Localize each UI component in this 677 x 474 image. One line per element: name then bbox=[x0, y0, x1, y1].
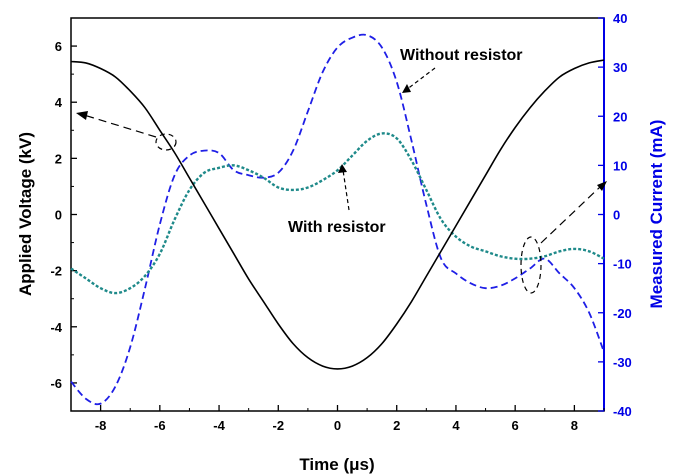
arrow-head-with bbox=[338, 164, 347, 173]
arrow-heads bbox=[76, 84, 607, 191]
with-resistor-series-line bbox=[70, 132, 605, 295]
x-tick-label: 8 bbox=[571, 418, 578, 433]
y-left-tick-label: 2 bbox=[55, 151, 62, 166]
y-right-tick-label: -40 bbox=[613, 404, 632, 419]
x-tick-label: 0 bbox=[334, 418, 341, 433]
y-right-tick-label: 20 bbox=[613, 109, 627, 124]
axis-ticks bbox=[70, 17, 605, 412]
y-right-tick-label: 10 bbox=[613, 158, 627, 173]
x-tick-label: 4 bbox=[452, 418, 460, 433]
y-left-axis-title: Applied Voltage (kV) bbox=[16, 132, 35, 296]
x-tick-label: 6 bbox=[512, 418, 519, 433]
voltage-series-line bbox=[70, 59, 605, 370]
arrow-with-resistor bbox=[342, 169, 350, 211]
plot-frame bbox=[70, 17, 605, 412]
y-left-tick-label: 6 bbox=[55, 39, 62, 54]
current-marker-ellipse bbox=[520, 236, 542, 294]
annotation-marks bbox=[83, 67, 602, 294]
y-left-tick-label: 4 bbox=[55, 95, 63, 110]
y-right-tick-label: -30 bbox=[613, 355, 632, 370]
y-right-tick-label: 30 bbox=[613, 60, 627, 75]
x-tick-label: 2 bbox=[393, 418, 400, 433]
y-right-axis-title: Measured Current (mA) bbox=[647, 120, 666, 309]
x-tick-label: -2 bbox=[272, 418, 284, 433]
arrow-to-left-axis bbox=[83, 114, 157, 138]
y-right-tick-label: 0 bbox=[613, 208, 620, 223]
arrow-head-without bbox=[402, 84, 411, 93]
y-right-tick-label: -10 bbox=[613, 257, 632, 272]
arrow-head-left bbox=[76, 111, 88, 120]
voltage-marker-ellipse bbox=[155, 133, 177, 151]
without-resistor-series-line bbox=[70, 33, 605, 406]
arrow-without-resistor bbox=[405, 67, 436, 91]
y-left-tick-label: 0 bbox=[55, 208, 62, 223]
annotation-without-resistor: Without resistor bbox=[400, 47, 523, 64]
x-tick-label: -8 bbox=[95, 418, 107, 433]
x-tick-label: -6 bbox=[154, 418, 166, 433]
x-tick-label: -4 bbox=[213, 418, 225, 433]
annotation-with-resistor: With resistor bbox=[288, 219, 386, 236]
y-right-tick-label: -20 bbox=[613, 306, 632, 321]
x-axis-title: Time (μs) bbox=[299, 455, 374, 474]
tick-labels: -8 -6 -4 -2 0 2 4 6 8-6-4-20246-40-30-20-1001020… bbox=[50, 11, 631, 433]
y-left-tick-label: -2 bbox=[50, 264, 62, 279]
arrow-head-right bbox=[597, 181, 607, 191]
series-group bbox=[70, 33, 605, 406]
y-left-tick-label: -4 bbox=[50, 320, 62, 335]
arrow-to-right-axis bbox=[540, 185, 602, 244]
y-left-tick-label: -6 bbox=[50, 376, 62, 391]
y-right-tick-label: 40 bbox=[613, 11, 627, 26]
